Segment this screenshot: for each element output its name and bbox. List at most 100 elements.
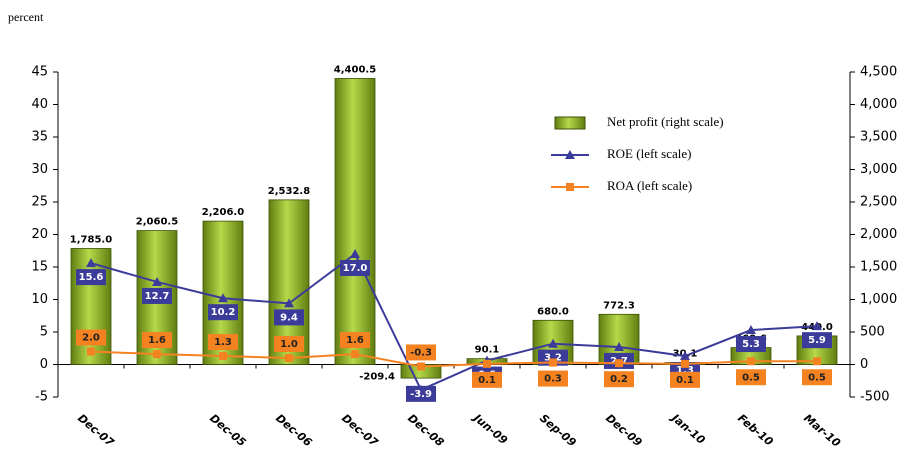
value-label: 12.7 xyxy=(145,291,170,302)
marker xyxy=(746,325,756,335)
marker xyxy=(351,350,359,359)
y2-tick-label: 3,000 xyxy=(860,162,897,177)
marker xyxy=(483,359,491,368)
marker xyxy=(152,276,162,286)
x-tick-label: Dec-08 xyxy=(405,412,447,450)
marker xyxy=(813,357,821,366)
y2-tick-label: 1,500 xyxy=(860,260,897,275)
y-tick-label: 30 xyxy=(31,162,48,177)
bar-value-label: 1,785.0 xyxy=(70,234,112,245)
label-box xyxy=(736,336,766,353)
y-tick-label: 35 xyxy=(31,130,48,145)
value-label: 0.2 xyxy=(610,374,628,385)
marker xyxy=(86,258,96,268)
marker xyxy=(350,249,360,258)
marker xyxy=(284,298,294,308)
bar-value-label: 2,206.0 xyxy=(202,207,244,218)
label-box xyxy=(76,269,106,286)
bar-value-label: 2,532.8 xyxy=(268,186,310,197)
y2-tick-label: 4,000 xyxy=(860,97,897,112)
label-box xyxy=(406,344,436,361)
value-label: 1.6 xyxy=(346,335,364,346)
marker xyxy=(680,351,690,361)
x-tick-label: Dec-07 xyxy=(339,412,381,450)
value-label: 0.5 xyxy=(742,372,760,383)
bar-value-label: 2,060.5 xyxy=(136,217,178,228)
label-box xyxy=(208,334,238,351)
label-box xyxy=(274,336,304,352)
bar-value-label: 4,400.5 xyxy=(334,64,376,75)
label-box xyxy=(472,371,502,388)
bar-value-label: 772.3 xyxy=(603,300,635,311)
value-label: 0.1 xyxy=(676,375,694,386)
value-label: -0.3 xyxy=(410,347,432,358)
x-tick-label: Dec-05 xyxy=(207,412,249,450)
value-label: 15.6 xyxy=(79,272,104,283)
marker xyxy=(219,352,227,361)
x-tick-label: Dec-07 xyxy=(75,412,117,450)
x-tick-label: Jun-09 xyxy=(470,410,511,447)
marker xyxy=(549,358,557,367)
label-box xyxy=(142,332,172,349)
y-tick-label: 20 xyxy=(31,227,48,242)
legend-label: Net profit (right scale) xyxy=(607,114,724,129)
value-label: 0.1 xyxy=(478,375,496,386)
y-tick-label: 40 xyxy=(31,97,48,112)
value-label: 0.3 xyxy=(544,374,562,385)
bar-value-label: 680.0 xyxy=(537,306,569,317)
x-tick-label: Dec-09 xyxy=(603,412,645,450)
legend-marker xyxy=(565,150,575,159)
value-label: 5.9 xyxy=(808,335,826,346)
y2-tick-label: 2,000 xyxy=(860,227,897,242)
value-label: 3.2 xyxy=(544,353,562,364)
label-box xyxy=(604,371,634,388)
legend-swatch xyxy=(554,116,586,130)
marker xyxy=(218,293,228,303)
label-box xyxy=(76,329,106,346)
value-label: -3.9 xyxy=(410,389,432,400)
label-box xyxy=(802,332,832,349)
label-box xyxy=(538,370,568,387)
y2-tick-label: 4,500 xyxy=(860,65,897,80)
value-label: 0.5 xyxy=(808,372,826,383)
x-tick-label: Feb-10 xyxy=(735,412,776,449)
marker xyxy=(615,359,623,368)
y-tick-label: 25 xyxy=(31,195,48,210)
legend-label: ROE (left scale) xyxy=(607,146,691,161)
marker xyxy=(87,347,95,356)
y2-tick-label: 3,500 xyxy=(860,130,897,145)
label-box xyxy=(340,260,370,276)
y-tick-label: 5 xyxy=(40,325,48,340)
marker xyxy=(747,357,755,366)
label-box xyxy=(802,369,832,386)
bar xyxy=(334,78,376,365)
y-tick-label: -5 xyxy=(35,390,48,405)
label-box xyxy=(340,332,370,349)
value-label: 1.3 xyxy=(214,337,232,348)
value-label: 5.3 xyxy=(742,339,760,350)
x-tick-label: Mar-10 xyxy=(801,412,843,450)
marker xyxy=(681,359,689,368)
legend-label: ROA (left scale) xyxy=(607,178,692,193)
y-tick-label: 45 xyxy=(31,65,48,80)
marker xyxy=(285,354,293,362)
y2-tick-label: 500 xyxy=(860,325,885,340)
bar-value-label: -209.4 xyxy=(359,372,395,383)
marker xyxy=(417,362,425,371)
label-box xyxy=(208,304,238,321)
marker xyxy=(153,350,161,359)
marker xyxy=(812,321,822,331)
line xyxy=(90,252,818,392)
value-label: 2.0 xyxy=(82,333,100,344)
y-tick-label: 15 xyxy=(31,260,48,275)
value-label: 9.4 xyxy=(280,312,298,323)
label-box xyxy=(670,371,700,388)
label-box xyxy=(406,385,436,402)
bar-value-label: 90.1 xyxy=(475,345,500,356)
label-box xyxy=(274,309,304,326)
value-label: 1.3 xyxy=(676,365,694,376)
x-tick-label: Jan-10 xyxy=(668,410,708,447)
value-label: 1.6 xyxy=(148,335,166,346)
